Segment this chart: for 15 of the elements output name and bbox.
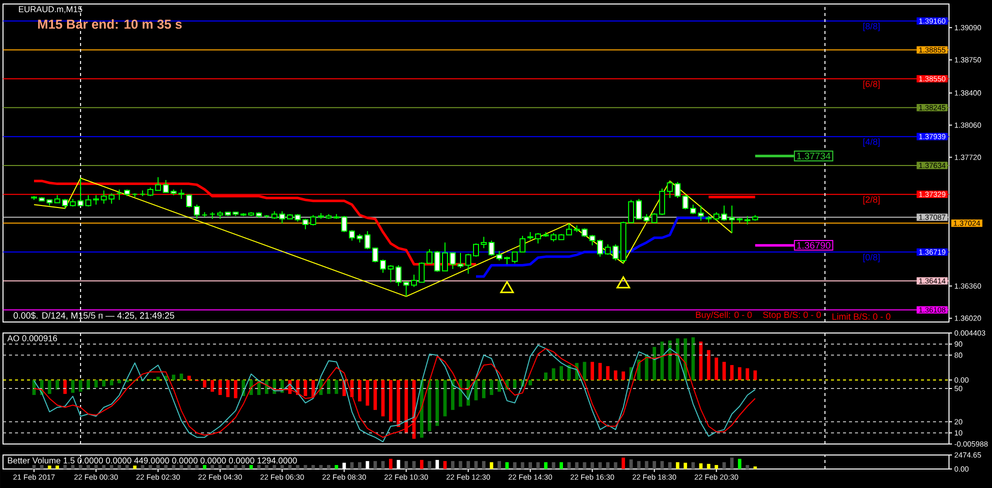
annotation: [0/8]	[863, 254, 880, 262]
annotation: [6/8]	[863, 80, 880, 89]
annotation: [2/8]	[863, 196, 880, 204]
annotation: 1.37734	[797, 152, 830, 160]
chart-title: Better Volume 1.5 0.0000 0.0000 449.0000 0.0000 0.0000 0.0000 1294.0000	[8, 457, 297, 464]
chart-title: EURAUD.m,M15	[18, 6, 82, 14]
annotation: [8/8]	[863, 22, 880, 32]
annotation: 1.36790	[797, 242, 830, 249]
annotation: 0.00$. D/124, M15/5 п — 4:25, 21:49:25	[14, 312, 174, 320]
annotation: Limit B/S: 0 - 0	[832, 313, 890, 320]
annotation: M15 Bar end: 10 m 35 s	[38, 19, 182, 29]
annotation: Stop B/S: 0 - 0	[763, 311, 821, 320]
chart-title: AO 0.000916	[7, 335, 58, 342]
annotation: Buy/Sell: 0 - 0	[696, 311, 752, 320]
annotation: [4/8]	[863, 138, 880, 147]
